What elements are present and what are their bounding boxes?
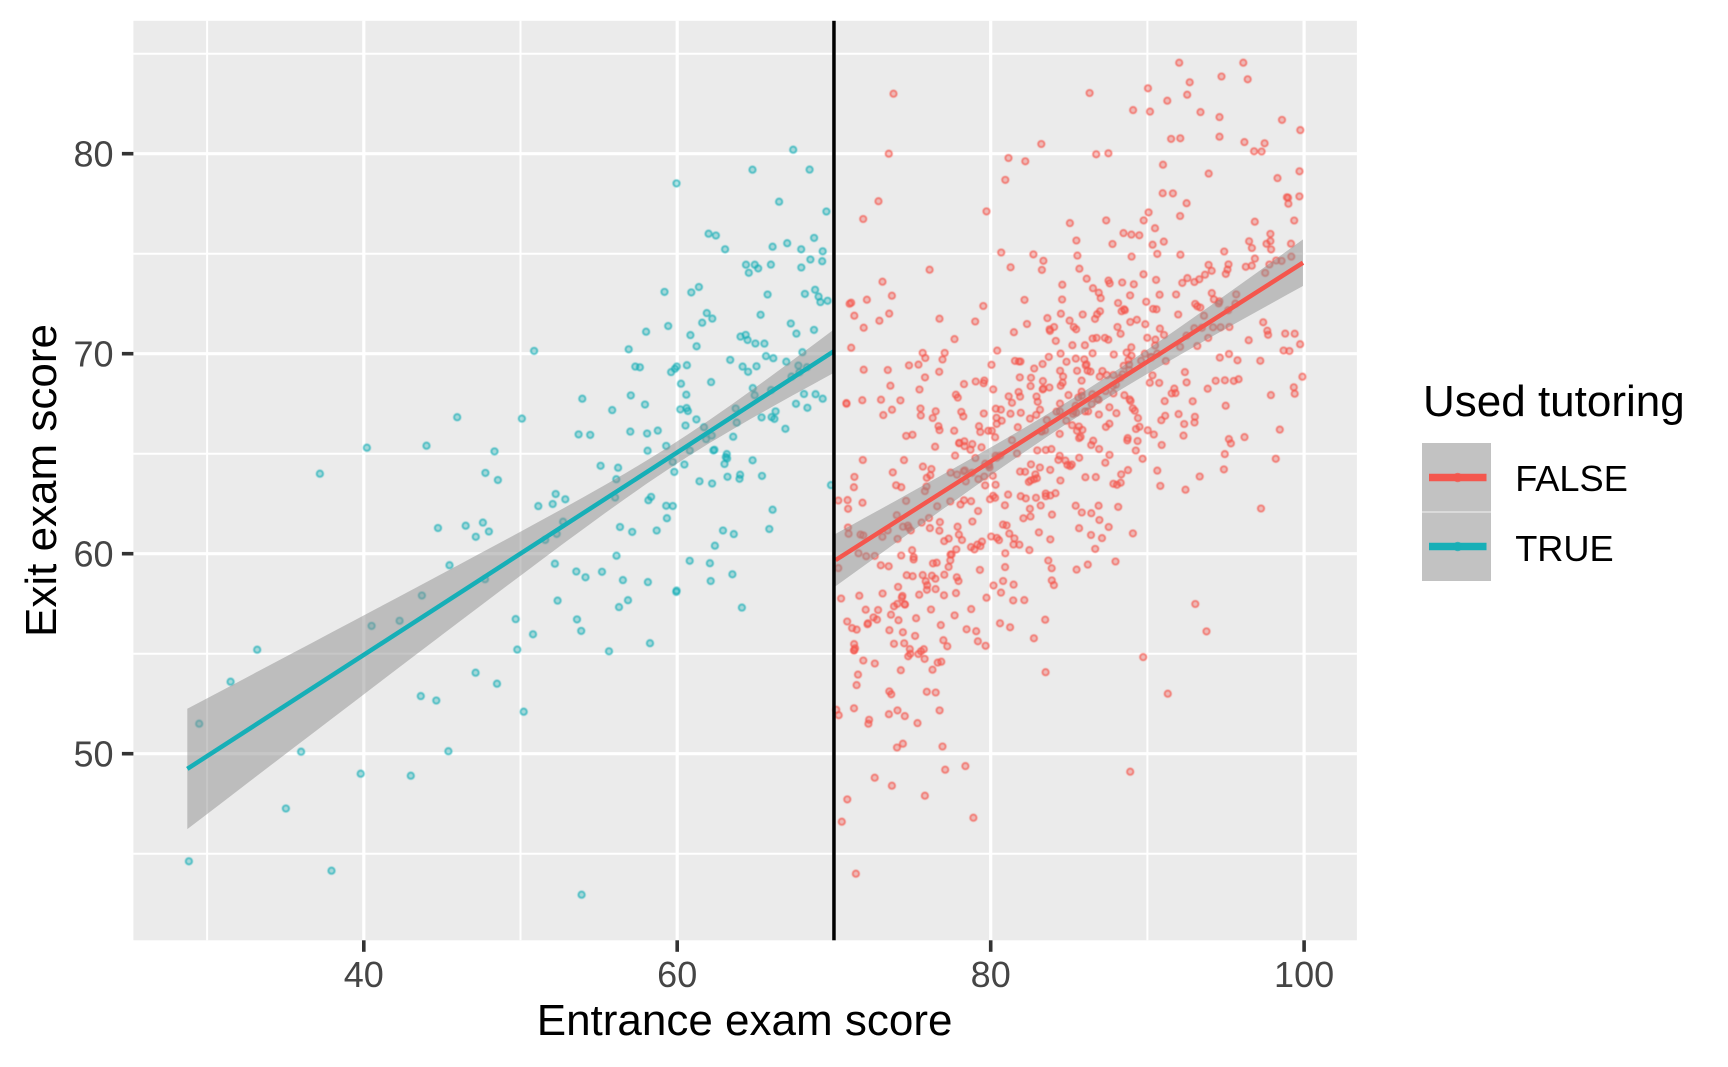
svg-text:Exit exam score: Exit exam score xyxy=(17,324,66,637)
svg-text:70: 70 xyxy=(73,334,113,375)
svg-text:80: 80 xyxy=(73,134,113,175)
svg-text:60: 60 xyxy=(73,534,113,575)
svg-text:80: 80 xyxy=(971,954,1011,995)
svg-text:FALSE: FALSE xyxy=(1515,458,1628,499)
svg-text:40: 40 xyxy=(344,954,384,995)
svg-text:100: 100 xyxy=(1274,954,1334,995)
svg-text:Used tutoring: Used tutoring xyxy=(1423,377,1685,426)
svg-text:TRUE: TRUE xyxy=(1515,528,1614,569)
svg-text:60: 60 xyxy=(657,954,697,995)
svg-text:Entrance exam score: Entrance exam score xyxy=(537,996,953,1045)
svg-text:50: 50 xyxy=(73,734,113,775)
